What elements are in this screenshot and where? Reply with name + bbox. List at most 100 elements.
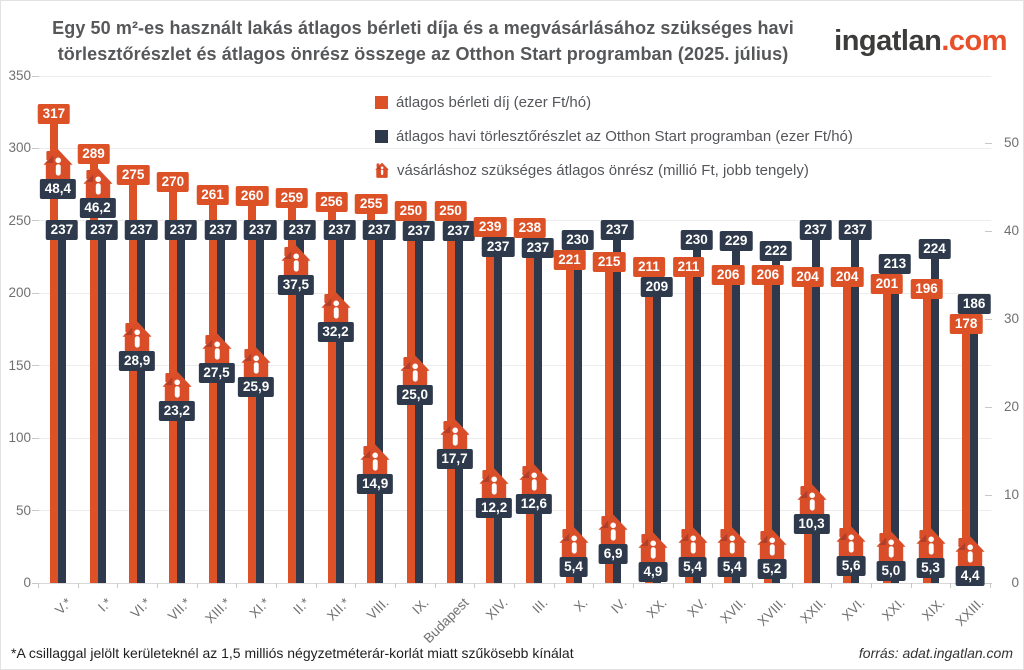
x-axis-tick bbox=[355, 583, 357, 588]
x-axis-tick bbox=[950, 583, 952, 588]
loan-value-label: 237 bbox=[45, 219, 79, 240]
loan-bar bbox=[732, 251, 741, 583]
y-axis-left-tick-label: 250 bbox=[8, 212, 31, 228]
downpayment-value-label: 5,2 bbox=[757, 559, 787, 580]
x-axis-label: I.* bbox=[94, 595, 115, 615]
downpayment-house-icon bbox=[201, 332, 232, 366]
downpayment-house-icon bbox=[400, 354, 430, 388]
rent-bar bbox=[962, 325, 971, 583]
x-axis-tick bbox=[38, 583, 39, 588]
x-axis-label: VIII. bbox=[364, 595, 392, 623]
y-axis-left-tick bbox=[32, 437, 39, 439]
downpayment-house-icon bbox=[677, 526, 708, 561]
downpayment-value-label: 6,9 bbox=[598, 544, 628, 565]
rent-bar bbox=[882, 291, 891, 583]
downpayment-house-icon bbox=[162, 370, 192, 404]
loan-value-label: 237 bbox=[838, 219, 872, 240]
x-axis-tick bbox=[910, 583, 912, 588]
downpayment-house-icon bbox=[757, 528, 787, 563]
x-axis-label: IV. bbox=[608, 595, 630, 617]
loan-bar bbox=[970, 313, 979, 583]
x-axis-label: XI.* bbox=[246, 595, 273, 621]
downpayment-value-label: 12,6 bbox=[515, 494, 552, 515]
loan-bar bbox=[335, 239, 344, 583]
x-axis-tick bbox=[553, 583, 555, 588]
y-axis-right-tick-label: 20 bbox=[1003, 399, 1019, 414]
downpayment-value-label: 5,4 bbox=[717, 557, 747, 578]
rent-value-label: 275 bbox=[116, 164, 150, 185]
x-axis-label: VII.* bbox=[164, 595, 194, 624]
loan-value-label: 237 bbox=[323, 219, 356, 240]
loan-value-label: 224 bbox=[918, 238, 951, 259]
x-axis-label: II.* bbox=[290, 595, 313, 618]
y-axis-left-tick bbox=[32, 147, 39, 149]
page-title-line1: Egy 50 m²-es használt lakás átlagos bérl… bbox=[52, 18, 794, 38]
loan-value-label: 237 bbox=[85, 219, 118, 240]
loan-bar bbox=[890, 274, 899, 583]
downpayment-value-label: 5,0 bbox=[876, 561, 906, 581]
y-axis-left-tick-label: 50 bbox=[15, 502, 31, 518]
rent-value-label: 196 bbox=[910, 279, 943, 300]
loan-bar bbox=[811, 239, 820, 583]
y-axis-right-tick bbox=[985, 494, 992, 496]
y-axis-right-tick-label: 10 bbox=[1003, 487, 1019, 502]
x-axis-tick bbox=[791, 583, 793, 588]
page-title: Egy 50 m²-es használt lakás átlagos bérl… bbox=[23, 15, 823, 67]
rent-bar bbox=[843, 287, 852, 583]
loan-bar bbox=[652, 280, 661, 583]
rent-bar bbox=[763, 284, 772, 583]
x-axis-label: XVII. bbox=[717, 595, 749, 627]
downpayment-house-icon bbox=[82, 167, 113, 202]
loan-bar bbox=[256, 239, 265, 583]
loan-value-label: 237 bbox=[164, 219, 198, 240]
loan-value-label: 230 bbox=[561, 229, 594, 250]
x-axis-label: X. bbox=[570, 595, 591, 615]
loan-value-label: 237 bbox=[442, 220, 475, 241]
y-axis-right-tick-label: 40 bbox=[1003, 223, 1019, 238]
loan-bar bbox=[57, 239, 66, 583]
y-axis-left-tick-label: 300 bbox=[8, 140, 31, 156]
downpayment-house-icon bbox=[598, 513, 628, 548]
loan-value-label: 237 bbox=[600, 219, 634, 240]
x-axis-label: XXIII. bbox=[952, 595, 987, 629]
loan-bar bbox=[613, 239, 622, 583]
downpayment-house-icon bbox=[638, 531, 668, 565]
rent-value-label: 255 bbox=[354, 193, 388, 214]
y-axis-right-tick bbox=[985, 582, 992, 584]
x-axis-tick bbox=[196, 583, 198, 588]
x-axis-label: XVIII. bbox=[754, 595, 789, 629]
rent-bar bbox=[684, 277, 693, 583]
grid-line bbox=[38, 292, 991, 294]
legend-item-downpayment: vásárláshoz szükséges átlagos önrész (mi… bbox=[375, 160, 853, 180]
loan-value-label: 222 bbox=[759, 241, 793, 262]
downpayment-value-label: 5,3 bbox=[916, 558, 945, 579]
legend-label-downpayment: vásárláshoz szükséges átlagos önrész (mi… bbox=[397, 161, 809, 179]
loan-value-label: 237 bbox=[481, 236, 515, 257]
y-axis-left-tick-label: 350 bbox=[8, 68, 31, 83]
x-axis-label: XXI. bbox=[878, 595, 908, 624]
loan-value-label: 237 bbox=[283, 219, 317, 240]
loan-value-label: 237 bbox=[243, 219, 277, 240]
y-axis-left-tick-label: 200 bbox=[8, 285, 31, 301]
downpayment-house-icon bbox=[43, 148, 73, 183]
loan-bar bbox=[454, 239, 463, 583]
downpayment-value-label: 25,0 bbox=[396, 385, 433, 405]
downpayment-house-icon bbox=[955, 535, 985, 570]
rent-bar bbox=[327, 212, 336, 583]
loan-bar bbox=[494, 239, 503, 583]
x-axis-label: XV. bbox=[683, 595, 710, 621]
loan-bar bbox=[97, 239, 106, 583]
rent-value-label: 204 bbox=[791, 267, 824, 288]
rent-value-label: 238 bbox=[513, 218, 547, 239]
rent-bar bbox=[129, 184, 138, 583]
x-axis-tick bbox=[990, 583, 991, 588]
x-axis-tick bbox=[395, 583, 396, 588]
x-axis-tick bbox=[236, 583, 238, 588]
brand-logo: ingatlan.com bbox=[834, 25, 1007, 58]
loan-bar bbox=[137, 239, 146, 583]
x-axis-tick bbox=[77, 583, 79, 588]
rent-bar bbox=[605, 271, 614, 583]
loan-value-label: 237 bbox=[521, 238, 555, 259]
downpayment-house-icon bbox=[519, 463, 549, 498]
